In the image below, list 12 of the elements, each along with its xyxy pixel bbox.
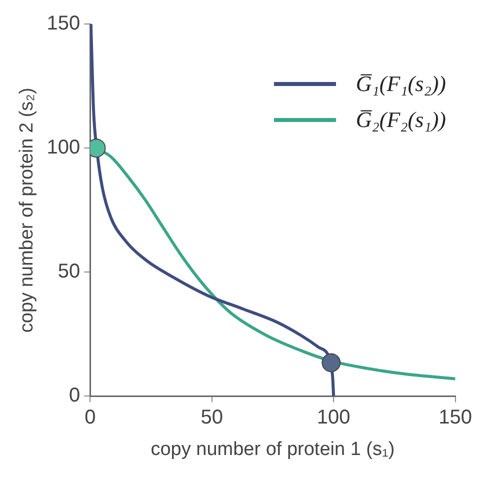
- x-tick-label: 50: [200, 406, 224, 429]
- y-tick-label: 100: [46, 136, 80, 159]
- y-tick-label: 0: [69, 384, 80, 407]
- x-axis-title: copy number of protein 1 (s₁): [150, 438, 395, 460]
- y-tick-label: 50: [58, 260, 80, 283]
- legend-label: G̅₂(F₂(s₁)): [356, 107, 446, 133]
- y-tick-label: 150: [46, 12, 80, 35]
- x-tick-label: 150: [438, 406, 472, 429]
- y-axis-title: copy number of protein 2 (s₂): [16, 88, 38, 333]
- x-tick-label: 0: [84, 406, 96, 429]
- legend-label: G̅₁(F₁(s₂)): [356, 71, 446, 97]
- x-tick-label: 100: [316, 406, 350, 429]
